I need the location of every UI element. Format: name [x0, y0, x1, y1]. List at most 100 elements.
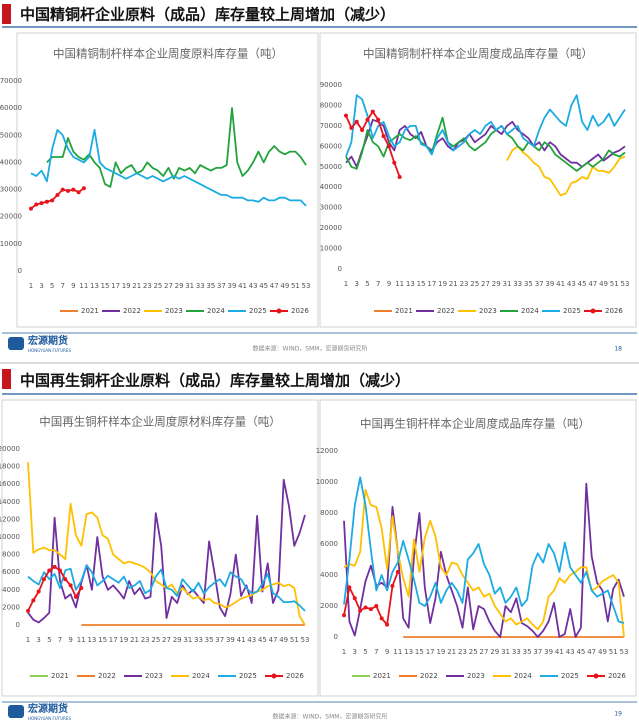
chart-frame	[319, 32, 637, 328]
legend-label: 2022	[98, 672, 116, 680]
series-marker	[50, 198, 55, 203]
x-tick-label: 53	[620, 648, 629, 656]
x-tick-label: 9	[385, 648, 389, 656]
x-tick-label: 39	[228, 282, 237, 290]
chart-title: 中国再生铜杆样本企业周度原材料库存量（吨）	[39, 415, 281, 429]
y-tick-label: 70000	[0, 77, 22, 85]
legend-label: 2022	[437, 307, 455, 315]
y-tick-label: 10000	[320, 245, 342, 253]
x-tick-label: 41	[238, 282, 247, 290]
y-tick-label: 90000	[320, 81, 342, 89]
x-tick-label: 7	[58, 636, 62, 644]
legend-label: 2021	[51, 672, 69, 680]
legend-label: 2025	[239, 672, 257, 680]
x-tick-label: 37	[217, 282, 226, 290]
x-tick-label: 11	[77, 636, 86, 644]
x-tick-label: 13	[404, 648, 413, 656]
x-tick-label: 27	[164, 282, 173, 290]
x-tick-label: 25	[153, 282, 162, 290]
x-tick-label: 19	[119, 636, 128, 644]
logo-name: 宏源期货	[28, 702, 68, 715]
x-tick-label: 31	[503, 280, 512, 288]
series-marker	[349, 125, 354, 130]
x-tick-label: 21	[130, 636, 139, 644]
x-tick-label: 47	[270, 282, 279, 290]
series-marker	[71, 187, 76, 192]
series-marker	[365, 117, 370, 122]
series-marker	[39, 201, 44, 206]
logo-subtitle: HONGYUAN FUTURES	[28, 348, 71, 353]
y-tick-label: 0	[16, 621, 20, 629]
series-marker	[354, 119, 359, 124]
x-tick-label: 1	[344, 280, 348, 288]
x-tick-label: 23	[460, 280, 469, 288]
y-tick-label: 8000	[2, 551, 20, 559]
series-line	[506, 145, 626, 197]
slide-19: 中国再生铜杆企业原料（成品）库存量较上周增加（减少） 宏源期货 HONGYUAN…	[0, 362, 639, 727]
legend-label: 2023	[145, 672, 163, 680]
x-tick-label: 3	[354, 280, 358, 288]
x-tick-label: 43	[566, 648, 575, 656]
x-tick-label: 31	[501, 648, 510, 656]
x-tick-label: 39	[545, 280, 554, 288]
y-tick-label: 30000	[0, 186, 22, 194]
series-line	[343, 476, 625, 624]
y-tick-label: 30000	[320, 204, 342, 212]
x-tick-label: 35	[524, 280, 533, 288]
y-tick-label: 18000	[0, 463, 20, 471]
x-tick-label: 49	[279, 636, 288, 644]
series-marker	[66, 188, 71, 193]
legend-label: 2021	[373, 672, 391, 680]
x-tick-label: 45	[578, 280, 587, 288]
series-line	[27, 478, 306, 624]
x-tick-label: 43	[567, 280, 576, 288]
series-marker	[360, 127, 365, 132]
legend-label: 2026	[291, 307, 309, 315]
y-tick-label: 60000	[0, 104, 22, 112]
x-tick-label: 15	[415, 648, 424, 656]
series-marker	[374, 604, 379, 608]
series-marker	[81, 186, 86, 191]
x-tick-label: 23	[143, 282, 152, 290]
series-line	[345, 118, 626, 168]
x-tick-label: 13	[90, 282, 99, 290]
series-marker	[385, 622, 390, 627]
source: 数据来源：WIND，SMM，宏源期货研究所	[253, 345, 368, 353]
y-tick-label: 14000	[0, 498, 20, 506]
series-line	[345, 116, 626, 172]
y-tick-label: 10000	[0, 240, 22, 248]
y-tick-label: 16000	[0, 480, 20, 488]
x-tick-label: 33	[194, 636, 203, 644]
series-marker	[363, 605, 368, 610]
x-tick-label: 11	[393, 648, 402, 656]
x-tick-label: 21	[132, 282, 141, 290]
y-tick-label: 2000	[320, 602, 338, 610]
x-tick-label: 5	[50, 282, 54, 290]
series-marker	[29, 206, 33, 211]
x-tick-label: 7	[60, 282, 64, 290]
x-tick-label: 27	[481, 280, 490, 288]
series-line	[30, 129, 307, 207]
x-tick-label: 7	[374, 648, 378, 656]
series-marker	[60, 187, 65, 192]
series-marker	[36, 589, 41, 594]
legend-label: 2024	[207, 307, 225, 315]
x-tick-label: 37	[533, 648, 542, 656]
series-marker	[370, 109, 375, 114]
x-tick-label: 25	[470, 280, 479, 288]
x-tick-label: 41	[556, 280, 565, 288]
x-tick-label: 29	[175, 282, 184, 290]
x-tick-label: 39	[544, 648, 553, 656]
x-tick-label: 11	[79, 282, 88, 290]
x-tick-label: 3	[36, 636, 40, 644]
x-tick-label: 51	[609, 648, 618, 656]
legend-label: 2025	[249, 307, 267, 315]
x-tick-label: 17	[109, 636, 118, 644]
series-line	[343, 488, 625, 638]
series-marker	[44, 199, 49, 204]
x-tick-label: 19	[436, 648, 445, 656]
page-number: 18	[614, 346, 622, 353]
x-tick-label: 33	[512, 648, 521, 656]
x-tick-label: 41	[237, 636, 246, 644]
series-marker	[376, 117, 381, 122]
